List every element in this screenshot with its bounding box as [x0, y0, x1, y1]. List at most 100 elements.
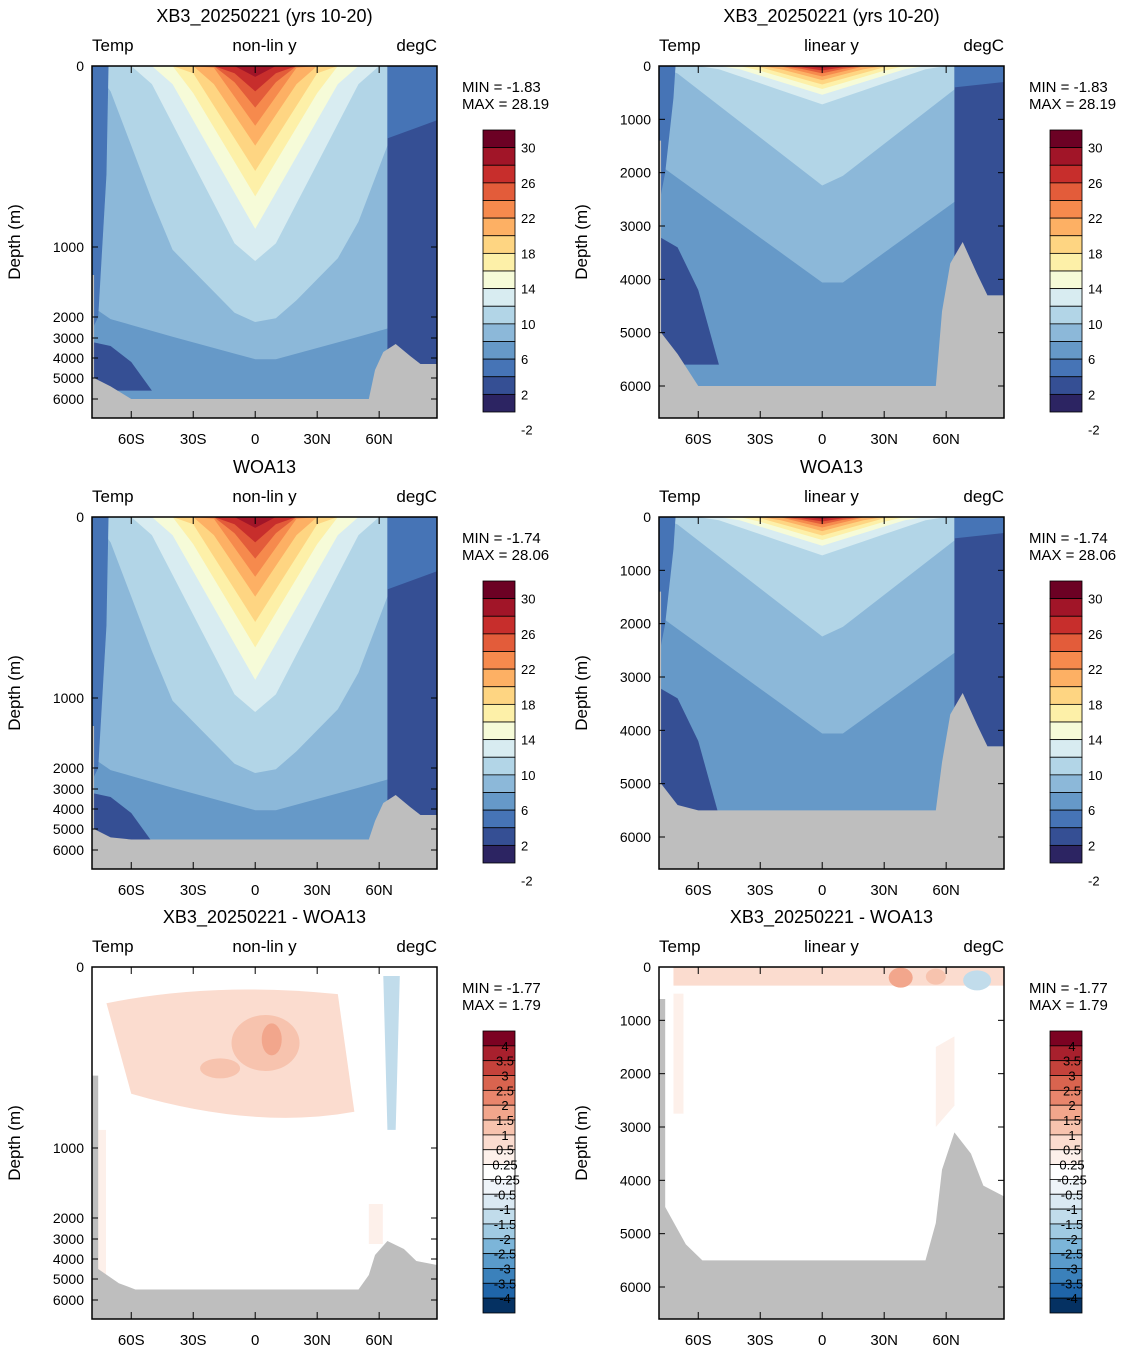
antarctic-bottom-water — [92, 342, 152, 391]
y-tick-label: 4000 — [620, 271, 651, 287]
contour-band — [659, 66, 1004, 74]
x-tick-label: 60N — [932, 1332, 960, 1349]
colorbar-label: -2.5 — [494, 1247, 516, 1262]
colorbar-swatch — [1049, 358, 1083, 378]
panel-1: XB3_20250221 (yrs 10-20) Temp non-lin y deg… — [5, 6, 549, 448]
colorbar-label: 26 — [1088, 176, 1102, 191]
y-axis-label: Depth (m) — [572, 204, 591, 280]
x-tick-label: 0 — [251, 431, 259, 448]
y-tick-label: 6000 — [620, 829, 651, 845]
y-tick-label: 4000 — [53, 801, 84, 817]
colorbar-label: 22 — [521, 662, 535, 677]
colorbar-swatch — [482, 598, 516, 617]
y-tick-label: 3000 — [53, 330, 84, 346]
colorbar-swatch — [1049, 270, 1083, 290]
colorbar-label: 3 — [1068, 1069, 1075, 1084]
colorbar-swatch — [1049, 633, 1083, 652]
cold-southern-water — [659, 517, 676, 656]
y-tick-label: 1000 — [620, 1012, 651, 1028]
colorbar-label: 18 — [521, 246, 535, 261]
seafloor-topography — [92, 1075, 437, 1319]
colorbar-swatch — [482, 809, 516, 829]
plot-frame — [658, 65, 1005, 419]
colorbar-swatch — [482, 323, 516, 342]
colorbar-swatch — [482, 217, 516, 237]
arctic-water — [387, 66, 437, 364]
colorbar-swatch — [1049, 598, 1083, 617]
colorbar-label: -0.5 — [494, 1187, 516, 1202]
negative-anomaly — [383, 976, 400, 1130]
colorbar-label: -3 — [1066, 1261, 1078, 1276]
panel-title: WOA13 — [233, 457, 296, 477]
colorbar-label: 18 — [521, 697, 535, 712]
colorbar-label: 6 — [1088, 803, 1095, 818]
x-tick-label: 60N — [932, 431, 960, 448]
colorbar-swatch — [1049, 668, 1083, 688]
x-tick-label: 60S — [118, 1332, 145, 1349]
x-tick-label: 30S — [180, 1332, 207, 1349]
contour-band — [659, 66, 1004, 186]
arctic-water — [387, 517, 437, 815]
min-value: MIN = -1.74 — [1029, 530, 1108, 547]
x-tick-label: 60S — [118, 882, 145, 899]
variable-label: Temp — [92, 487, 134, 506]
x-tick-label: 30N — [303, 1332, 331, 1349]
plot-frame — [91, 65, 438, 419]
colorbar-swatch — [482, 844, 516, 864]
colorbar-label: 26 — [521, 176, 535, 191]
positive-anomaly — [925, 968, 946, 985]
y-tick-label: 5000 — [53, 1271, 84, 1287]
cold-southern-water — [92, 66, 109, 330]
max-value: MAX = 28.19 — [462, 96, 549, 113]
x-tick-label: 60S — [118, 431, 145, 448]
seafloor-topography — [659, 140, 1004, 418]
colorbar-label: 22 — [1088, 211, 1102, 226]
min-value: MIN = -1.74 — [462, 530, 541, 547]
colorbar-swatch — [1049, 235, 1083, 254]
colorbar-swatch — [1049, 774, 1083, 793]
units-label: degC — [396, 487, 437, 506]
colorbar-swatch — [1049, 164, 1083, 184]
contour-band — [659, 66, 1004, 68]
colorbar-label: 2.5 — [496, 1083, 514, 1098]
y-tick-label: 3000 — [53, 1231, 84, 1247]
y-tick-label: 1000 — [53, 239, 84, 255]
colorbar-label: 14 — [1088, 282, 1102, 297]
x-tick-label: 30N — [303, 882, 331, 899]
seafloor-topography — [659, 591, 1004, 869]
colorbar-swatch — [1049, 323, 1083, 342]
colorbar-label: 10 — [1088, 317, 1102, 332]
y-tick-label: 4000 — [53, 350, 84, 366]
panel-3: WOA13 Temp non-lin y degC Depth (m) 0 1000 2000… — [5, 457, 549, 899]
colorbar-swatch — [482, 164, 516, 184]
y-tick-label: 5000 — [53, 370, 84, 386]
x-tick-label: 30N — [303, 431, 331, 448]
colorbar-swatch — [482, 182, 516, 201]
positive-anomaly — [106, 989, 355, 1118]
positive-anomaly — [673, 993, 684, 1114]
contour-band — [92, 517, 437, 559]
variable-label: Temp — [659, 487, 701, 506]
colorbar-swatch — [1049, 147, 1083, 166]
y-tick-label: 4000 — [620, 722, 651, 738]
axis-scale-label: non-lin y — [232, 937, 297, 956]
field — [659, 967, 1004, 1319]
units-label: degC — [396, 36, 437, 55]
positive-anomaly — [673, 967, 1004, 986]
colorbar-swatch — [482, 633, 516, 652]
colorbar-label: 30 — [521, 592, 535, 607]
y-tick-label: 5000 — [620, 776, 651, 792]
colorbar-label: -1 — [1066, 1202, 1078, 1217]
max-value: MAX = 1.79 — [1029, 997, 1108, 1014]
positive-anomaly — [261, 1023, 282, 1056]
colorbar-swatch — [482, 721, 516, 741]
max-value: MAX = 28.06 — [1029, 547, 1116, 564]
contour-band — [659, 66, 1004, 71]
colorbar-swatch — [482, 1030, 516, 1047]
panel-4: WOA13 Temp linear y degC Depth (m) 0 1000 2000 3… — [572, 457, 1116, 899]
positive-anomaly — [200, 1058, 241, 1079]
contour-band — [92, 66, 437, 77]
panel-6: XB3_20250221 - WOA13 Temp linear y degC Dept… — [572, 907, 1108, 1349]
colorbar-swatch — [482, 668, 516, 688]
